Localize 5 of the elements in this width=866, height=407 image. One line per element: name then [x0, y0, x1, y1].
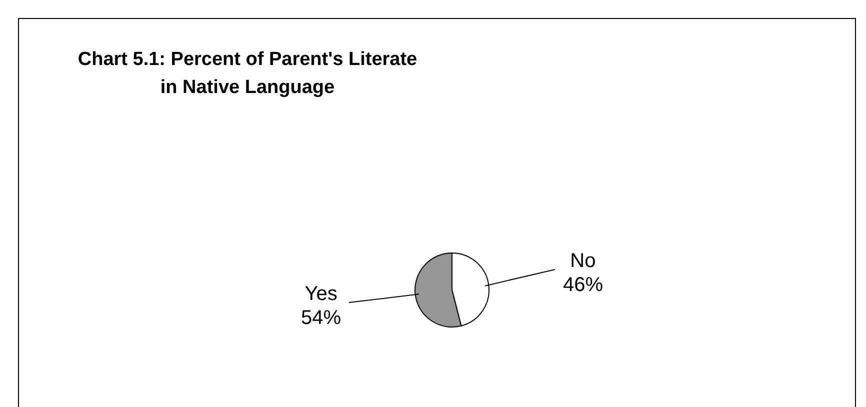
chart-title: Chart 5.1: Percent of Parent's Literate in Native Language — [76, 48, 418, 100]
slice-label: Yes — [304, 283, 338, 306]
data-label: 46% — [562, 274, 604, 296]
data-label: 54% — [301, 307, 342, 330]
slice-label: No — [570, 250, 596, 272]
